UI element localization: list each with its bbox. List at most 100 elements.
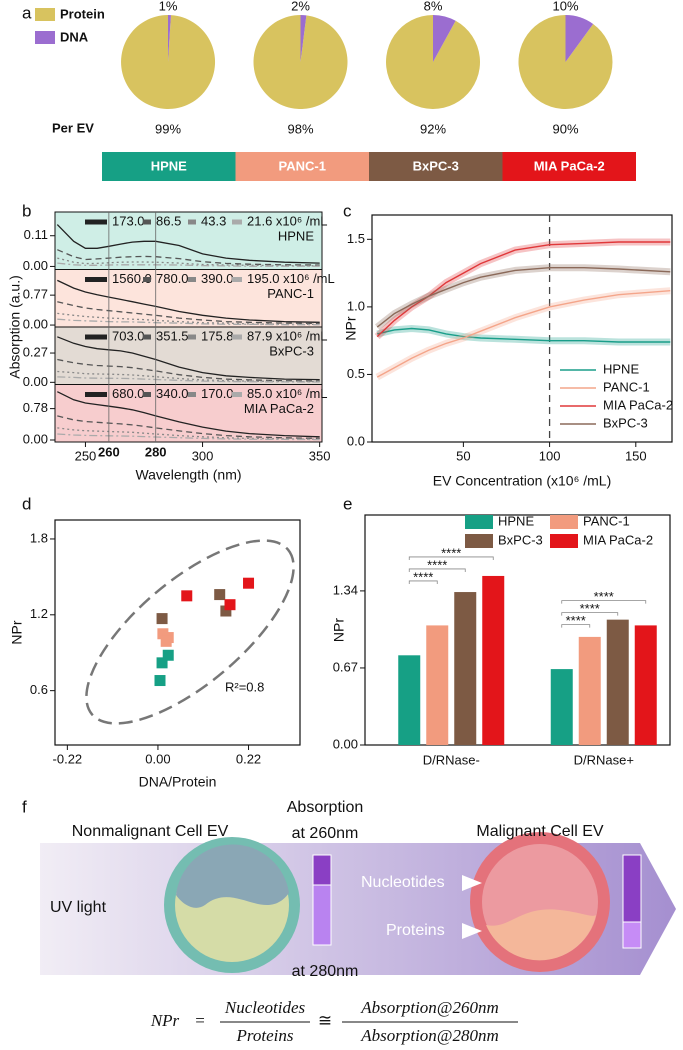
x-tick-label: D/RNase+ — [574, 752, 634, 767]
point — [160, 635, 172, 647]
legend-label: BxPC-3 — [603, 415, 648, 430]
significance-label: **** — [441, 545, 461, 560]
panel-letter: c — [343, 201, 352, 220]
arrow-head — [462, 923, 482, 939]
legend-swatch — [35, 31, 55, 44]
legend-swatch — [35, 8, 55, 21]
y-tick-label: 0.78 — [23, 400, 48, 415]
point — [214, 589, 226, 601]
category-label: HPNE — [151, 158, 187, 173]
spectrum-line — [57, 249, 320, 266]
legend-label: DNA — [60, 29, 89, 44]
abs-260-bar — [312, 854, 332, 886]
legend-label: 87.9 x10⁶ /mL — [247, 328, 328, 343]
legend-label: 195.0 x10⁶ /mL — [247, 271, 335, 286]
value-label: 8% — [424, 0, 443, 13]
bar — [550, 669, 573, 745]
value-label: 99% — [155, 121, 181, 136]
equation: ≅ — [318, 1011, 332, 1030]
legend-label: 170.0 — [201, 386, 234, 401]
pie-slice — [300, 15, 307, 62]
spectrum-line — [57, 358, 320, 382]
legend-label: PANC-1 — [583, 513, 630, 528]
point — [154, 675, 166, 687]
y-tick-label: 1.34 — [333, 582, 358, 597]
bar — [606, 619, 629, 745]
x-tick-label: 100 — [539, 448, 561, 463]
point — [243, 577, 255, 589]
spectrum-line — [56, 224, 320, 264]
equation: NPr — [150, 1011, 180, 1030]
x-axis-label: DNA/Protein — [139, 774, 217, 790]
arrow-head — [462, 875, 482, 891]
legend-label: HPNE — [498, 513, 534, 528]
y-tick-label: 0.11 — [24, 227, 48, 242]
annotation: R²=0.8 — [225, 679, 264, 694]
significance-label: **** — [566, 613, 586, 628]
panel-name: MIA PaCa-2 — [244, 401, 314, 416]
y-tick-label: 1.0 — [347, 298, 365, 313]
pie-slice — [253, 15, 348, 109]
legend-label: 86.5 — [156, 213, 181, 228]
legend-swatch — [550, 534, 578, 548]
significance-label: **** — [413, 569, 433, 584]
diagram: Nonmalignant Cell EV Absorption at 260nm… — [40, 799, 676, 1045]
significance-label: **** — [427, 557, 447, 572]
nucleotide-region — [176, 844, 289, 908]
equation: Nucleotides — [224, 998, 306, 1017]
legend-label: 390.0 — [201, 271, 234, 286]
x-tick-label: 280 — [145, 444, 167, 459]
pie-slice — [168, 14, 171, 62]
panel-letter: e — [343, 494, 352, 513]
y-axis-label: NPr — [331, 618, 347, 642]
legend-label: 85.0 x10⁶ /mL — [247, 386, 328, 401]
x-axis-label: EV Concentration (x10⁶ /mL) — [433, 473, 612, 489]
bar — [482, 575, 505, 745]
plot-frame — [371, 214, 673, 443]
x-tick-label: 300 — [192, 448, 214, 463]
point — [162, 649, 174, 661]
category-label: BxPC-3 — [413, 158, 459, 173]
significance-label: **** — [580, 601, 600, 616]
bar — [398, 655, 421, 745]
x-tick-label: 0.00 — [145, 751, 170, 766]
category-band — [502, 152, 636, 181]
panel-letter: b — [22, 201, 31, 220]
band-line — [374, 238, 671, 340]
value-label: 10% — [552, 0, 578, 13]
significance-label: **** — [594, 589, 614, 604]
spectrum-line — [57, 376, 320, 383]
category-band — [102, 152, 236, 181]
x-tick-label: 250 — [75, 448, 97, 463]
panel-letter: a — [22, 3, 32, 22]
spectrum-line — [57, 391, 320, 438]
y-tick-label: 0.67 — [333, 659, 358, 674]
legend-label: Protein — [60, 6, 105, 21]
diagram-label: UV light — [50, 899, 107, 916]
legend-swatch — [465, 515, 493, 529]
pie-slice — [121, 15, 216, 109]
significance-bracket — [561, 600, 647, 604]
pie-slice — [565, 15, 594, 62]
data-line — [376, 241, 671, 338]
y-axis-label: NPr — [9, 620, 25, 644]
value-label: 92% — [420, 121, 446, 136]
category-band — [235, 152, 369, 181]
legend-label: 1560.0 — [112, 271, 152, 286]
y-tick-label: 1.8 — [30, 530, 48, 545]
point — [156, 613, 168, 625]
spectrum-line — [57, 370, 320, 383]
value-label: 2% — [291, 0, 310, 13]
legend-label: 175.8 — [201, 328, 234, 343]
value-label: 90% — [552, 121, 578, 136]
y-tick-label: 0.6 — [30, 682, 48, 697]
y-tick-label: 0.0 — [347, 433, 365, 448]
annotation: Per EV — [52, 120, 94, 135]
spectrum-line — [57, 262, 320, 267]
value-label: 98% — [287, 121, 313, 136]
plot-frame — [364, 514, 671, 746]
data-line — [376, 290, 671, 378]
x-tick-label: -0.22 — [53, 751, 83, 766]
equation: Absorption@260nm — [360, 998, 498, 1017]
